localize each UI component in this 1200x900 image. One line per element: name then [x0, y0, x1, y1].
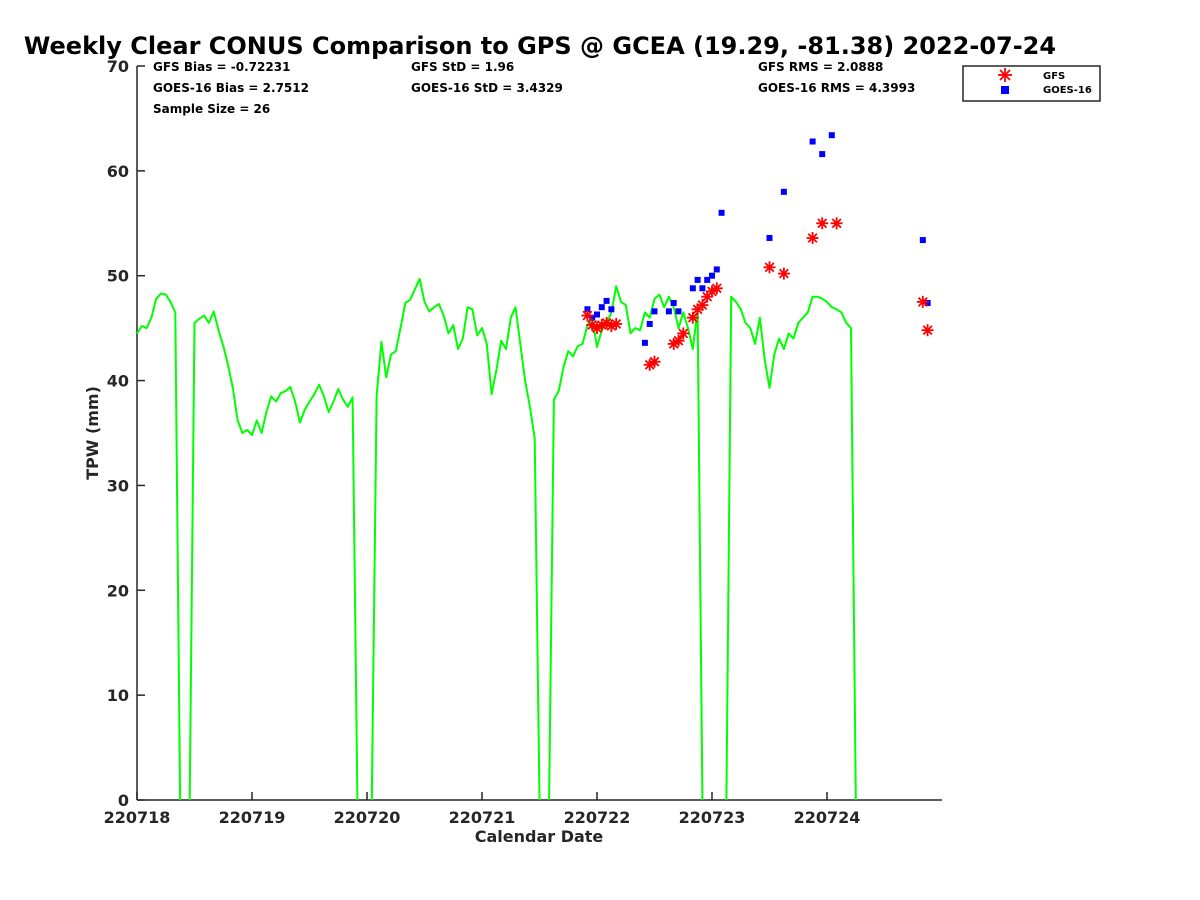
gfs-point: [686, 311, 699, 324]
x-tick-label: 220721: [449, 808, 516, 827]
y-tick-label: 70: [107, 57, 129, 76]
goes-16-point: [589, 314, 596, 321]
legend-goes-marker: [1001, 86, 1009, 94]
y-tick-label: 0: [118, 791, 129, 810]
x-tick-label: 220722: [564, 808, 631, 827]
goes-16-point: [651, 308, 658, 315]
y-tick-label: 60: [107, 162, 129, 181]
goes-16-point: [598, 304, 605, 311]
x-axis-label: Calendar Date: [475, 827, 604, 846]
goes-16-point: [594, 311, 600, 318]
goes-16-point: [699, 285, 706, 292]
goes-16-point: [819, 151, 826, 158]
gfs-point: [830, 217, 843, 230]
goes-16-point: [608, 306, 615, 313]
y-ticks: 0 10 20 30 40 50 60 70: [107, 57, 145, 810]
gfs-point: [648, 355, 661, 368]
gfs-point: [610, 317, 623, 330]
plot-area: [136, 132, 934, 801]
goes-16-point: [675, 308, 682, 315]
gfs-point: [921, 324, 934, 337]
goes-16-point: [603, 297, 610, 304]
y-tick-label: 40: [107, 372, 129, 391]
legend: GFS GOES-16: [962, 65, 1101, 102]
goes-16-point: [641, 339, 648, 346]
gfs-point: [806, 232, 819, 244]
x-ticks: 220718 220719 220720 220721 220722 220723 2207…: [104, 792, 861, 827]
gfs-bias-stat: GFS Bias = -0.72231: [153, 60, 290, 74]
gfs-std-stat: GFS StD = 1.96: [411, 60, 514, 74]
gfs-point: [916, 295, 929, 308]
goes-16-point: [646, 320, 653, 327]
goes-16-point: [924, 299, 931, 306]
goes-16-point: [709, 272, 715, 279]
gfs-point: [816, 217, 829, 230]
goes-16-point: [704, 276, 711, 283]
goes-16-point: [665, 308, 672, 315]
sample-size-stat: Sample Size = 26: [153, 102, 270, 116]
y-tick-label: 30: [107, 476, 129, 495]
goes-16-point: [694, 276, 701, 283]
x-tick-label: 220723: [679, 808, 746, 827]
gfs-point: [763, 261, 776, 274]
goes-16-point: [766, 234, 773, 241]
y-axis-label: TPW (mm): [83, 386, 102, 480]
goes-std-stat: GOES-16 StD = 3.4329: [411, 81, 563, 95]
gfs-point: [696, 299, 709, 312]
gfs-point: [710, 282, 723, 295]
goes-16-point: [828, 132, 835, 139]
x-tick-label: 220724: [794, 808, 861, 827]
goes-16-point: [670, 299, 677, 306]
gfs-point: [777, 267, 790, 280]
legend-gfs-label: GFS: [1043, 71, 1065, 82]
axes: [136, 66, 942, 801]
statistics-block: GFS Bias = -0.72231 GOES-16 Bias = 2.751…: [153, 60, 915, 116]
goes-16-point: [780, 188, 787, 195]
goes-rms-stat: GOES-16 RMS = 4.3993: [758, 81, 915, 95]
gfs-point: [677, 327, 690, 340]
goes-16-point: [809, 138, 816, 145]
x-tick-label: 220718: [104, 808, 171, 827]
x-tick-label: 220720: [334, 808, 401, 827]
goes-16-point: [584, 306, 591, 313]
legend-gfs-marker: [998, 68, 1012, 82]
legend-box: [962, 65, 1101, 102]
x-tick-label: 220719: [219, 808, 286, 827]
goes-16-point: [689, 285, 696, 292]
gfs-point: [672, 334, 685, 347]
goes-16-point: [718, 209, 725, 216]
goes-bias-stat: GOES-16 Bias = 2.7512: [153, 81, 309, 95]
gfs-rms-stat: GFS RMS = 2.0888: [758, 60, 883, 74]
goes-16-point: [919, 237, 926, 244]
y-tick-label: 10: [107, 686, 129, 705]
y-tick-label: 50: [107, 267, 129, 286]
gps-tpw-line: [136, 277, 857, 801]
legend-goes-label: GOES-16: [1043, 85, 1092, 96]
y-tick-label: 20: [107, 581, 129, 600]
goes-16-point: [713, 266, 720, 273]
gfs-point: [581, 309, 594, 322]
chart-title: Weekly Clear CONUS Comparison to GPS @ G…: [24, 32, 1056, 60]
